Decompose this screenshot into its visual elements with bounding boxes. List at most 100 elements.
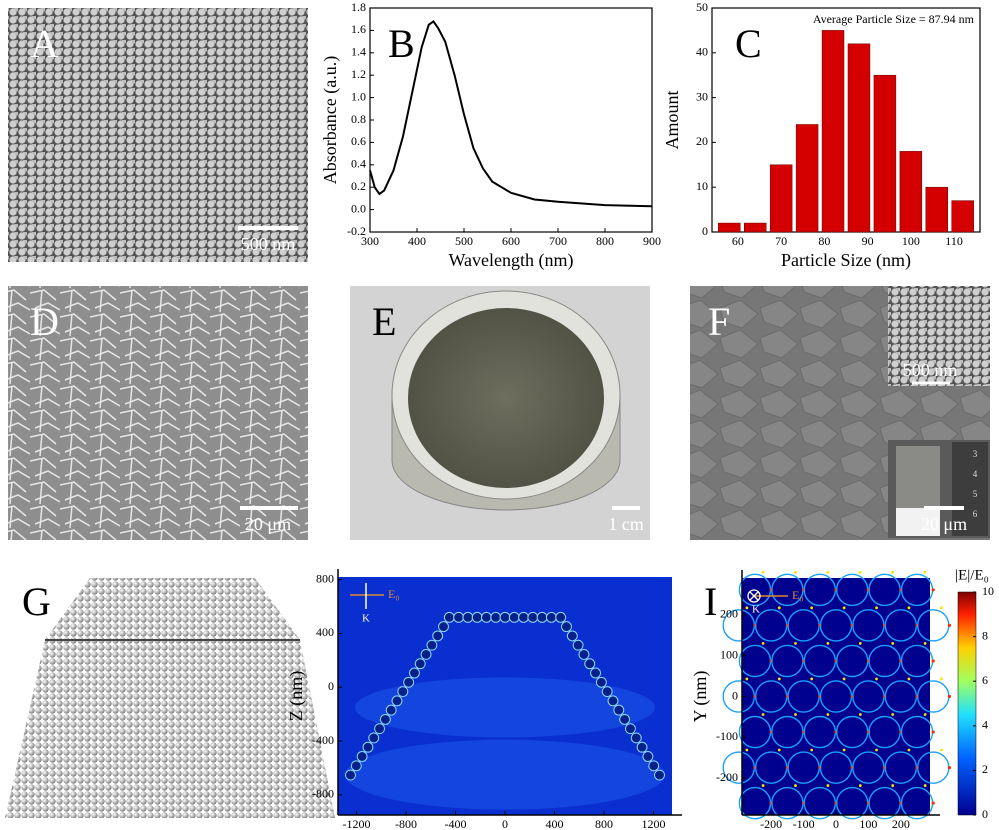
bar bbox=[847, 43, 871, 233]
y-tick-label: 0 bbox=[702, 224, 708, 238]
y-tick-label: 20 bbox=[696, 134, 708, 148]
y-tick-label: 1.4 bbox=[351, 45, 366, 59]
ruler-label: 4 bbox=[973, 469, 978, 479]
y-tick-label: 100 bbox=[720, 647, 738, 661]
k-cross bbox=[749, 591, 759, 601]
panel-letter: D bbox=[30, 299, 59, 344]
y-tick-label: 800 bbox=[316, 571, 334, 585]
ruler-label: 3 bbox=[973, 449, 978, 459]
hot-spot bbox=[858, 713, 862, 716]
y-tick-label: 0.8 bbox=[351, 112, 366, 126]
ruler-label: 6 bbox=[973, 509, 978, 519]
y-tick-label: -800 bbox=[312, 787, 334, 801]
x-tick-label: 200 bbox=[892, 817, 910, 830]
particle bbox=[453, 611, 465, 623]
annotation: K bbox=[752, 604, 760, 616]
particle bbox=[350, 760, 362, 772]
x-tick-label: 0 bbox=[502, 817, 508, 830]
hot-spot bbox=[794, 784, 797, 787]
y-axis-label: Amount bbox=[662, 90, 682, 149]
particle bbox=[578, 649, 590, 660]
dish-liquid bbox=[408, 308, 604, 488]
inset-particles bbox=[888, 286, 990, 386]
bar bbox=[951, 200, 974, 233]
ruler-label: 5 bbox=[973, 489, 978, 499]
x-tick-label: 400 bbox=[545, 817, 563, 830]
hot-spot bbox=[939, 606, 943, 610]
bar bbox=[899, 151, 923, 233]
colorbar-title: |E|/E₀ bbox=[955, 567, 989, 583]
bar bbox=[744, 222, 767, 233]
particle bbox=[426, 639, 438, 651]
hot-spot bbox=[810, 677, 814, 681]
particle bbox=[624, 723, 636, 735]
hot-spot bbox=[858, 570, 862, 574]
colorbar-tick-label: 2 bbox=[982, 762, 988, 776]
frustum-front bbox=[5, 640, 335, 818]
particle bbox=[584, 658, 596, 670]
particle bbox=[527, 611, 539, 623]
x-tick-label: -400 bbox=[445, 817, 467, 830]
hot-spot bbox=[761, 713, 765, 716]
particle bbox=[590, 667, 601, 679]
ruler bbox=[952, 442, 988, 536]
hot-spot bbox=[858, 784, 862, 787]
panel-letter: E bbox=[372, 299, 396, 344]
k-into-page bbox=[747, 589, 761, 603]
particle bbox=[636, 741, 648, 753]
particle bbox=[654, 769, 665, 781]
hot-spot bbox=[875, 677, 878, 681]
y-tick-label: 0.4 bbox=[351, 157, 366, 171]
hot-spot bbox=[826, 713, 830, 716]
bar bbox=[769, 164, 793, 233]
scale-label: 500 nm bbox=[241, 234, 296, 254]
substrate bbox=[896, 446, 940, 508]
colorbar-tick-label: 4 bbox=[982, 718, 988, 732]
bar bbox=[925, 186, 948, 233]
hot-spot bbox=[745, 748, 749, 752]
particle bbox=[499, 611, 511, 623]
particle bbox=[420, 649, 432, 660]
y-tick-label: 400 bbox=[316, 625, 334, 639]
hot-spot bbox=[947, 623, 952, 628]
panel-letter: G bbox=[22, 579, 51, 624]
panel-letter: I bbox=[704, 579, 717, 624]
particle bbox=[432, 630, 444, 642]
annotation: E₀ bbox=[792, 588, 804, 602]
x-tick-label: 400 bbox=[408, 234, 426, 248]
hot-spot bbox=[891, 641, 895, 645]
particle bbox=[545, 611, 557, 623]
annotation: Average Particle Size = 87.94 nm bbox=[813, 12, 975, 26]
particle bbox=[561, 621, 572, 633]
colorbar-tick-label: 6 bbox=[982, 673, 988, 687]
substrate-white bbox=[896, 508, 940, 536]
hot-spot bbox=[931, 730, 935, 734]
scale-label: 20 μm bbox=[921, 514, 967, 534]
y-tick-label: -200 bbox=[716, 770, 738, 784]
particle bbox=[409, 667, 420, 679]
y-tick-label: 0.0 bbox=[351, 201, 366, 215]
particle bbox=[345, 769, 356, 781]
hot-spot bbox=[777, 748, 781, 752]
hot-spot bbox=[777, 677, 781, 681]
hot-spot bbox=[891, 713, 895, 716]
y-tick-label: 1.6 bbox=[351, 22, 366, 36]
particle bbox=[648, 760, 660, 772]
x-tick-label: 60 bbox=[732, 234, 744, 248]
x-tick-label: 300 bbox=[361, 234, 379, 248]
particle bbox=[356, 751, 368, 762]
particle bbox=[555, 611, 567, 623]
x-tick-label: 700 bbox=[549, 234, 567, 248]
particles bbox=[8, 8, 308, 262]
plot-frame bbox=[711, 7, 981, 233]
y-tick-label: 50 bbox=[696, 0, 708, 14]
x-tick-label: -800 bbox=[395, 817, 417, 830]
colorbar-tick-label: 8 bbox=[982, 628, 988, 642]
x-tick-label: 100 bbox=[859, 817, 877, 830]
particle bbox=[462, 611, 474, 623]
bar bbox=[795, 124, 819, 233]
hot-spot bbox=[826, 784, 830, 787]
hot-spot bbox=[875, 606, 878, 610]
field-glow bbox=[355, 677, 655, 738]
